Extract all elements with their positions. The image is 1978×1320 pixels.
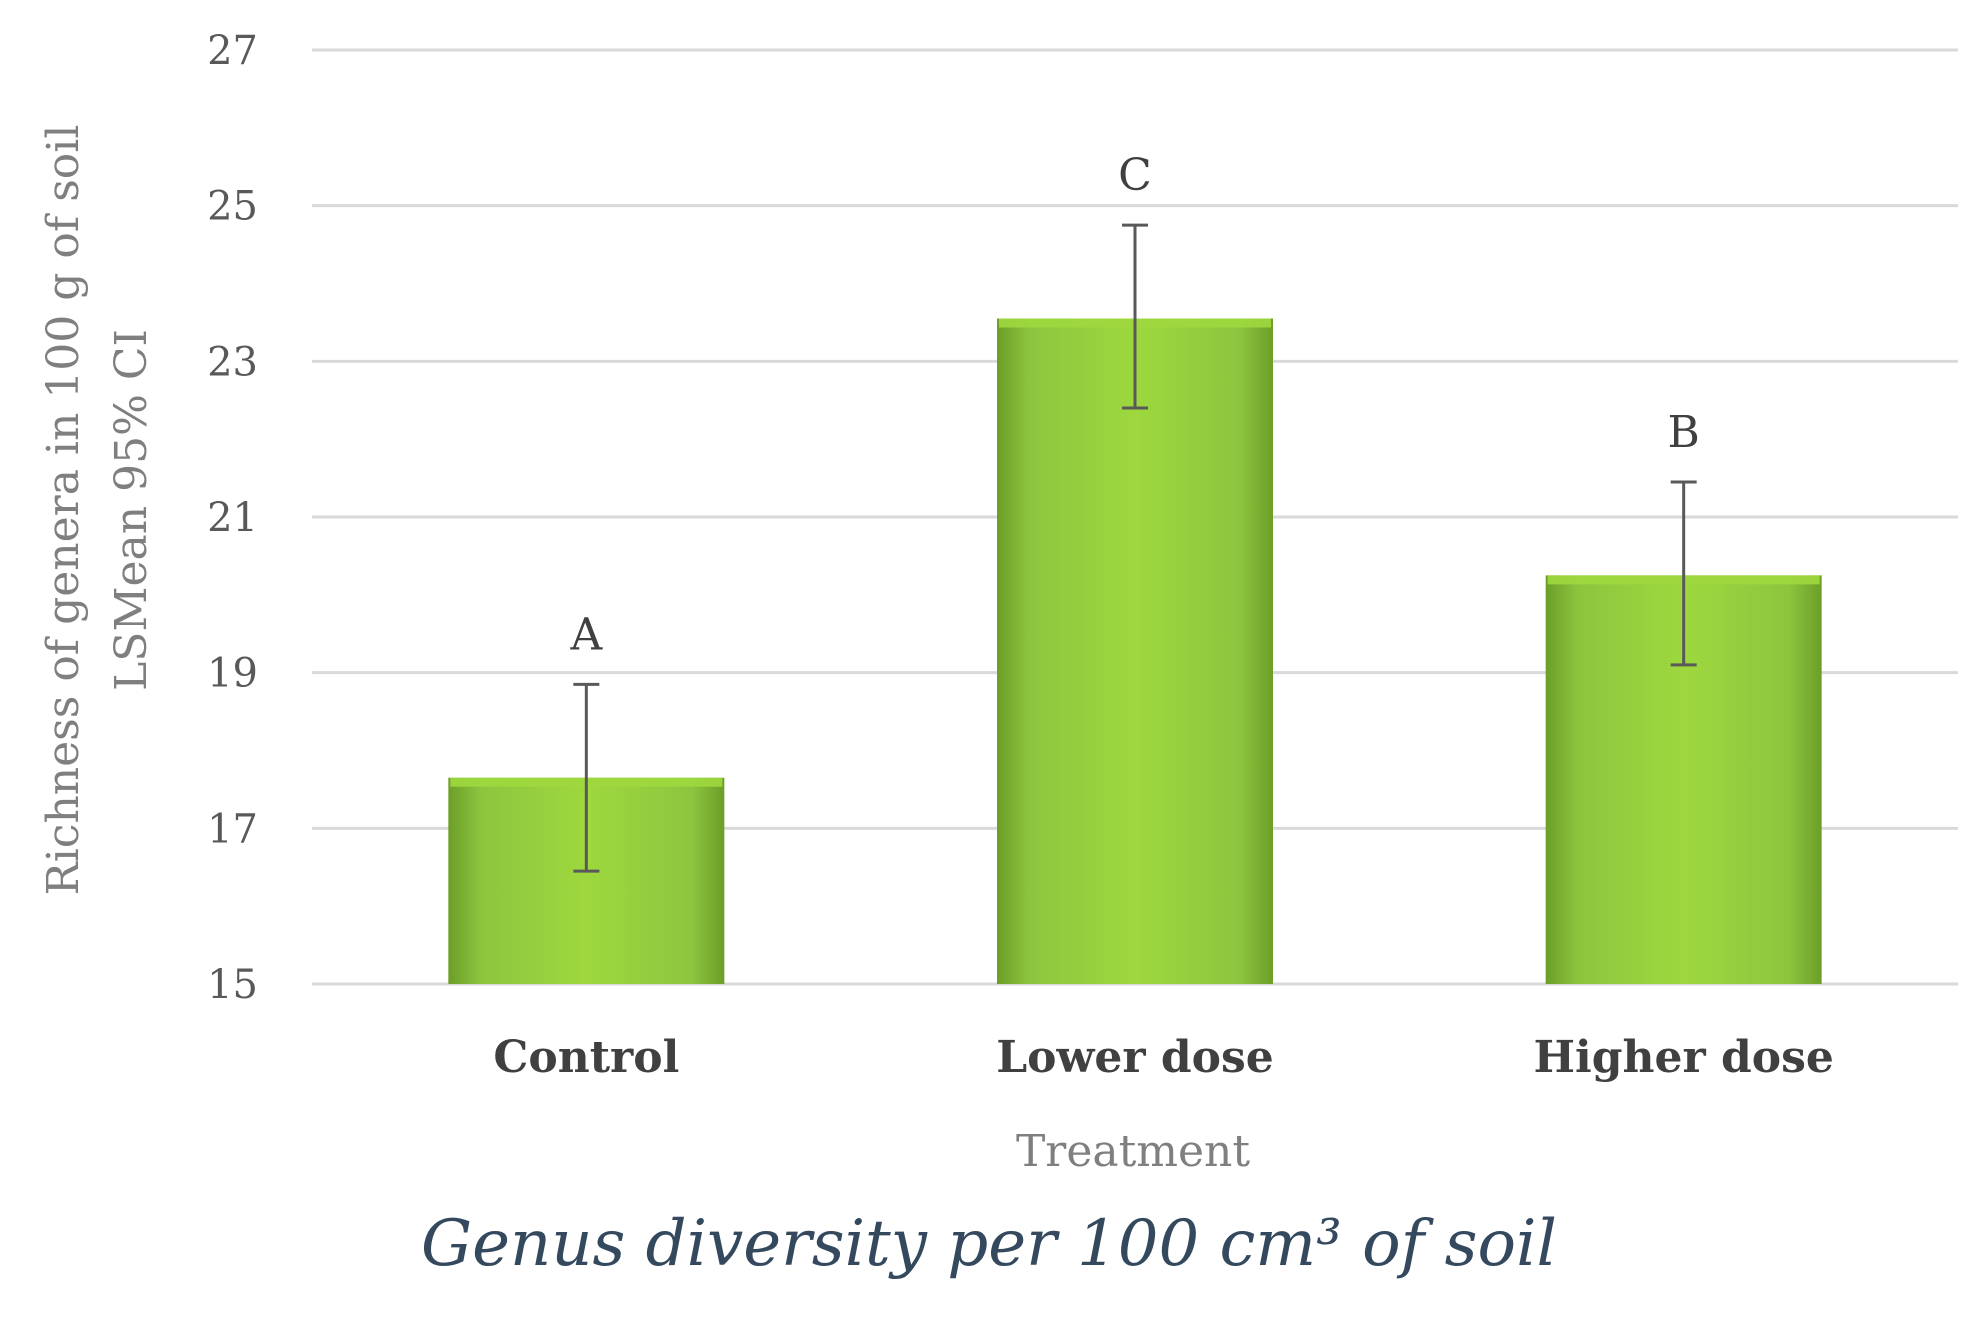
figure-caption: Genus diversity per 100 cm³ of soil xyxy=(421,1207,1557,1281)
y-tick-label: 15 xyxy=(207,962,258,1008)
significance-letter: C xyxy=(1118,150,1152,201)
x-axis-title: Treatment xyxy=(1016,1126,1250,1177)
y-axis-tick-labels: 15 17 19 21 23 25 27 xyxy=(207,28,258,1008)
bars xyxy=(448,318,1822,984)
significance-letters: A C B xyxy=(569,150,1699,660)
x-axis-category-labels: Control Lower dose Higher dose xyxy=(493,1032,1834,1083)
y-tick-label: 19 xyxy=(207,651,258,697)
bar xyxy=(997,318,1273,984)
y-tick-label: 25 xyxy=(207,184,258,230)
y-tick-label: 23 xyxy=(207,339,258,385)
y-axis-title-line-2: LSMean 95% CI xyxy=(106,329,157,691)
y-axis-title-line-1: Richness of genera in 100 g of soil xyxy=(38,125,89,896)
y-tick-label: 21 xyxy=(207,495,258,541)
x-category-label: Control xyxy=(493,1032,679,1083)
x-category-label: Lower dose xyxy=(996,1032,1274,1083)
y-tick-label: 27 xyxy=(207,28,258,74)
x-category-label: Higher dose xyxy=(1533,1032,1833,1083)
significance-letter: B xyxy=(1667,407,1699,458)
significance-letter: A xyxy=(569,609,603,660)
error-bars xyxy=(573,223,1697,873)
y-tick-label: 17 xyxy=(207,806,258,852)
